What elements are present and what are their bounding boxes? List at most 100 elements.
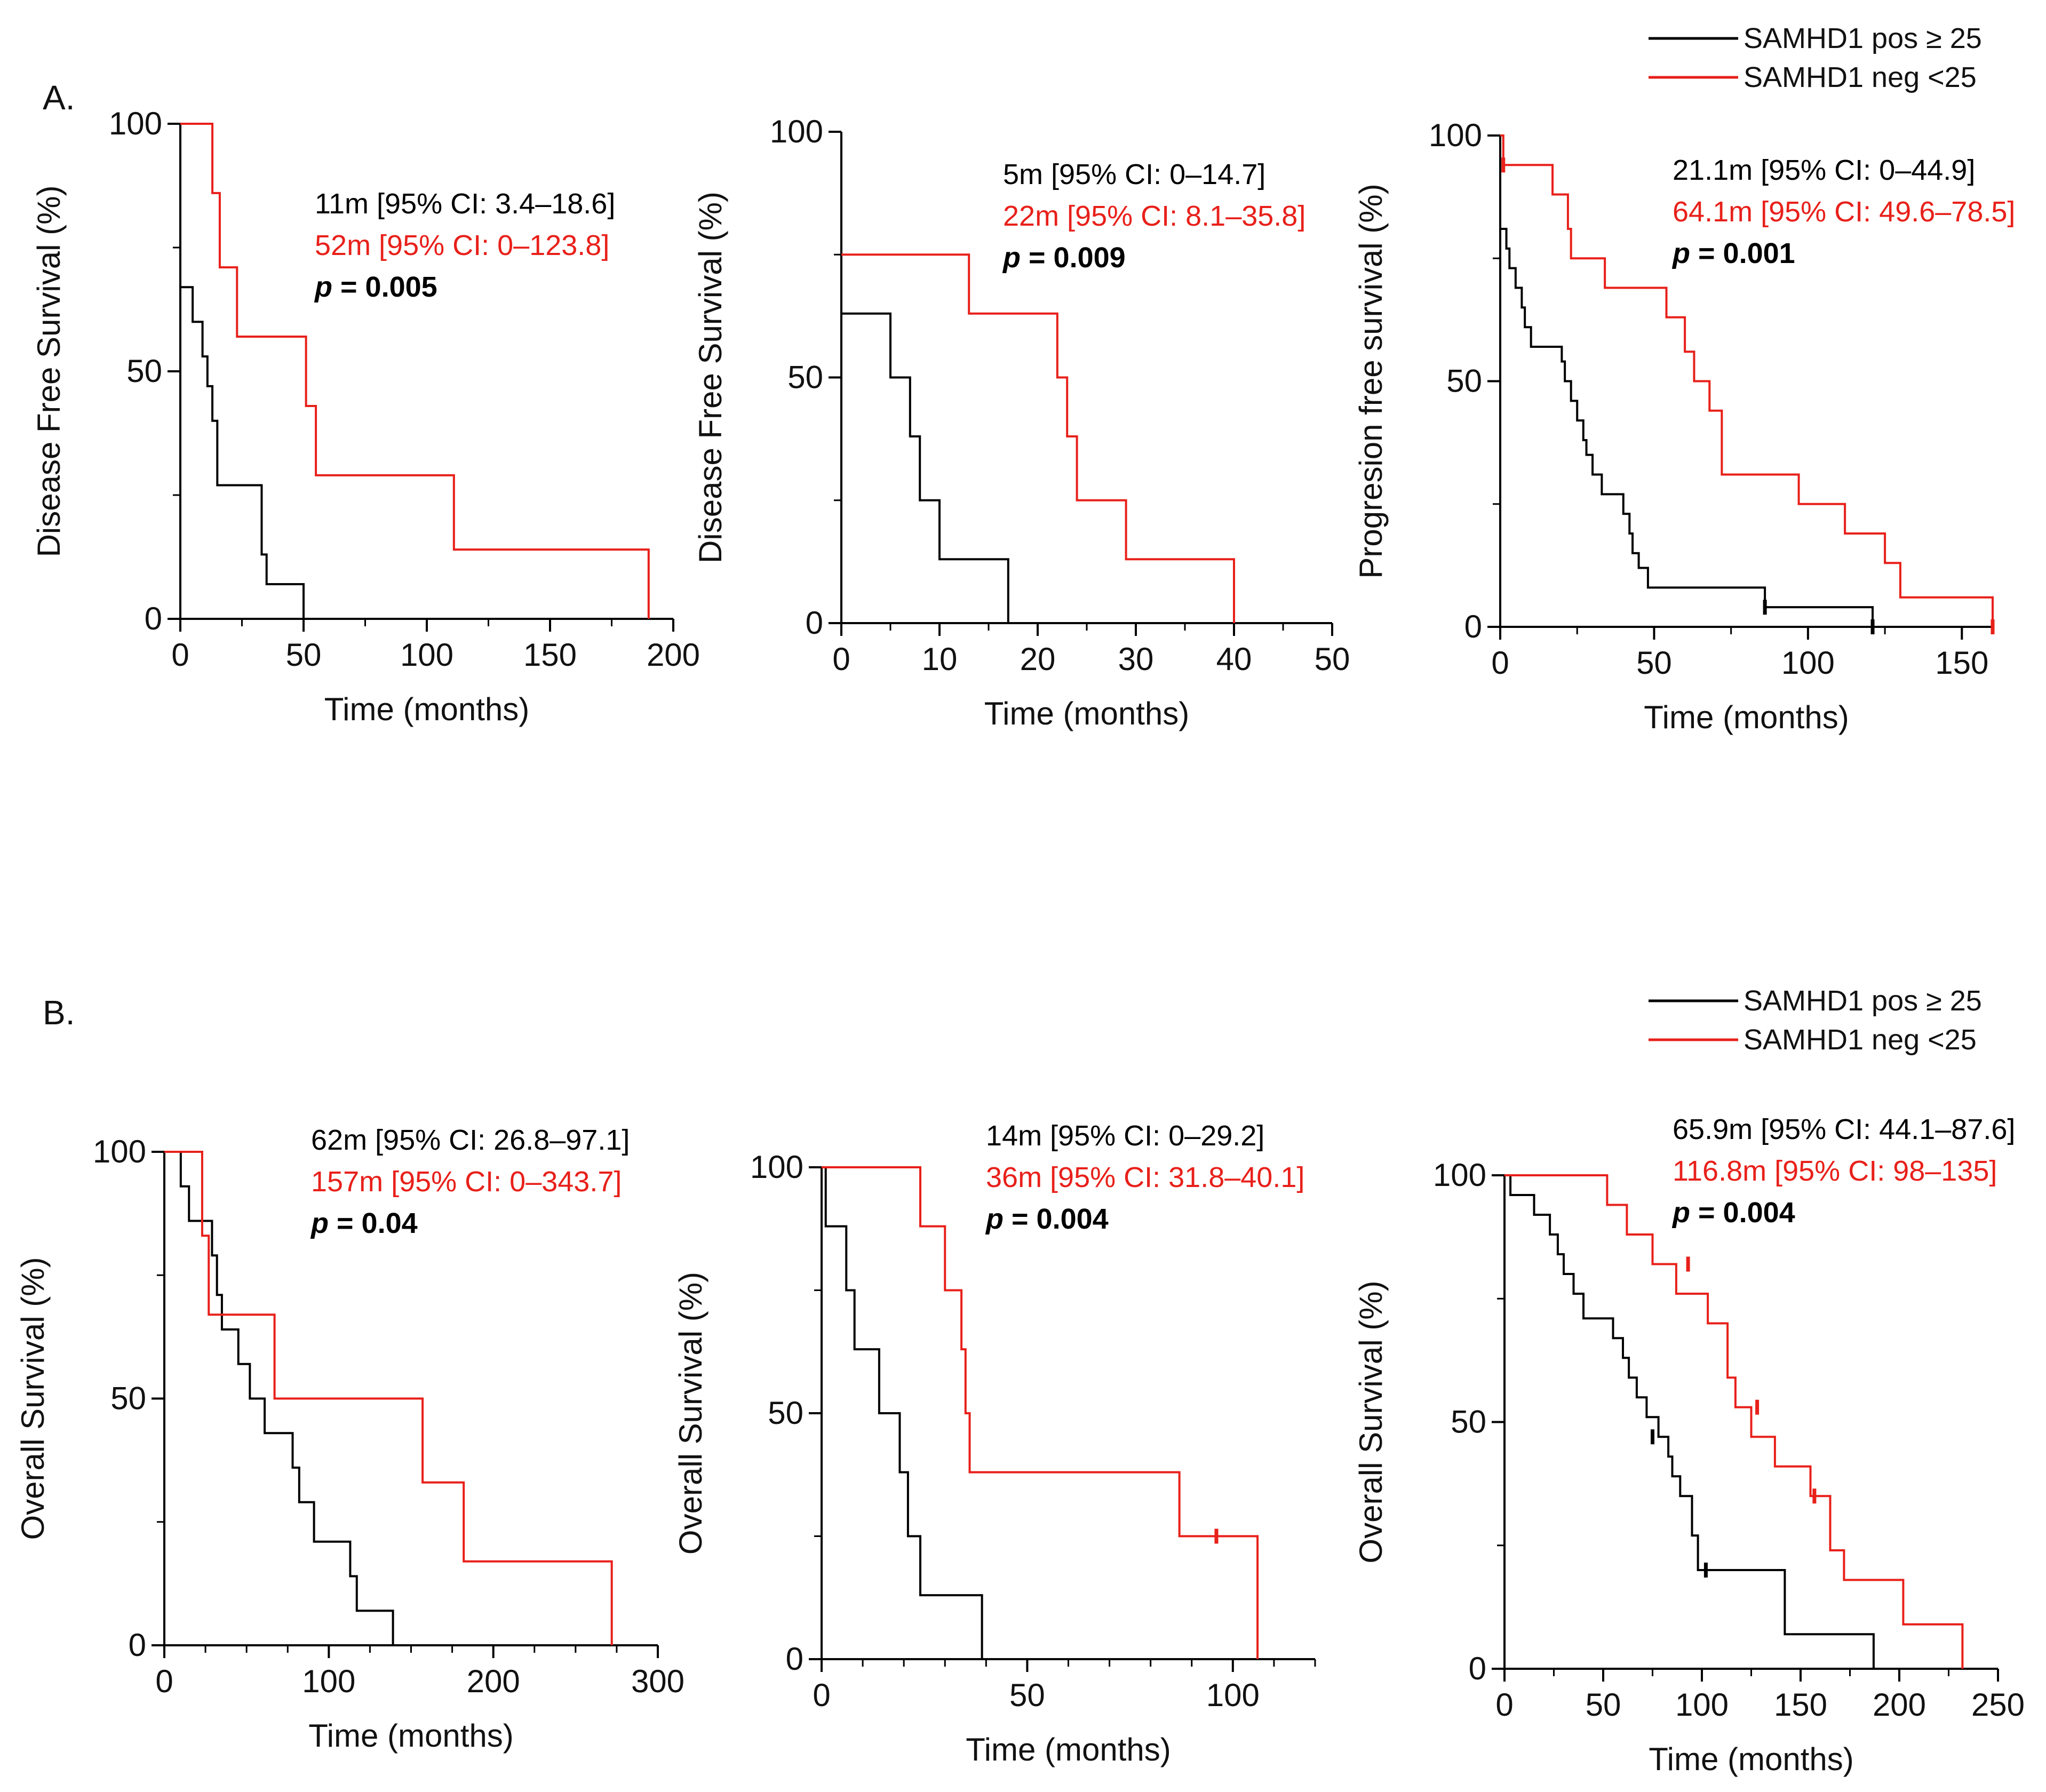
y-tick-label: 0 (806, 605, 823, 641)
median-annotation-neg: 22m [95% CI: 8.1–35.8] (1003, 200, 1305, 232)
x-tick-label: 200 (467, 1663, 520, 1699)
y-tick-label: 100 (109, 106, 162, 141)
legend-bottom: SAMHD1 pos ≥ 25 SAMHD1 neg <25 (1649, 985, 1982, 1056)
panel-label-b: B. (43, 993, 75, 1032)
y-tick-label: 0 (1469, 1651, 1486, 1686)
y-tick-label: 50 (768, 1395, 803, 1431)
y-axis-title: Progresion free survival (%) (1353, 184, 1389, 578)
x-tick-label: 100 (1206, 1677, 1260, 1713)
x-tick-label: 20 (1020, 641, 1056, 677)
km-curve-neg (1504, 1174, 1964, 1669)
x-axis-title: Time (months) (324, 691, 530, 727)
p-number: = 0.009 (1021, 242, 1126, 274)
p-value: p = 0.001 (1671, 237, 1795, 269)
legend-label-neg: SAMHD1 neg <25 (1744, 61, 1977, 93)
x-tick-label: 300 (631, 1663, 684, 1699)
p-value: p = 0.005 (314, 271, 437, 303)
chart-os-b2: 0 50 100 0 50 100 Time (months) Overall Surviva… (673, 1120, 1316, 1767)
x-tick-label: 40 (1216, 641, 1252, 677)
y-tick-label: 50 (1451, 1404, 1486, 1440)
median-annotation-neg: 52m [95% CI: 0–123.8] (315, 229, 609, 261)
panel-label-a: A. (43, 78, 75, 117)
km-curve-neg (180, 123, 650, 619)
chart-dfs-a2: 0 10 20 30 40 50 0 50 100 Time (months) Disease Fr… (692, 114, 1350, 731)
x-tick-label: 0 (832, 641, 850, 677)
chart-os-b1: 0 100 200 300 0 50 100 Time (months) Overall Sur… (15, 1124, 684, 1754)
y-tick-label: 0 (786, 1641, 803, 1677)
p-symbol: p (1671, 237, 1690, 269)
p-symbol: p (314, 271, 332, 303)
y-axis-title: Disease Free Survival (%) (692, 192, 728, 563)
median-annotation-pos: 21.1m [95% CI: 0–44.9] (1673, 154, 1975, 186)
km-curve-neg (1500, 134, 1994, 627)
p-value: p = 0.04 (310, 1207, 418, 1239)
x-tick-label: 250 (1971, 1687, 2025, 1723)
x-tick-label: 0 (155, 1663, 173, 1699)
p-symbol: p (985, 1203, 1004, 1235)
legend-label-pos: SAMHD1 pos ≥ 25 (1744, 985, 1982, 1017)
y-tick-label: 100 (93, 1134, 146, 1169)
y-axis-title: Overall Survival (%) (15, 1257, 51, 1540)
y-tick-label: 50 (1446, 363, 1482, 399)
y-tick-label: 50 (126, 353, 162, 389)
km-curve-pos (1500, 227, 1874, 627)
median-annotation-pos: 62m [95% CI: 26.8–97.1] (311, 1124, 630, 1156)
x-tick-label: 50 (1636, 645, 1672, 681)
p-number: = 0.04 (329, 1207, 418, 1239)
x-tick-label: 0 (171, 637, 189, 673)
y-tick-label: 100 (770, 114, 823, 149)
median-annotation-pos: 14m [95% CI: 0–29.2] (986, 1120, 1264, 1152)
median-annotation-neg: 116.8m [95% CI: 98–135] (1673, 1155, 1997, 1187)
median-annotation-neg: 36m [95% CI: 31.8–40.1] (986, 1161, 1304, 1193)
y-tick-label: 50 (110, 1381, 146, 1416)
p-value: p = 0.004 (985, 1203, 1109, 1235)
x-tick-label: 150 (523, 637, 577, 673)
x-tick-label: 0 (813, 1677, 830, 1713)
chart-pfs-a3: 0 50 100 150 0 50 100 Time (months) Progresion f… (1353, 117, 2015, 735)
legend-label-pos: SAMHD1 pos ≥ 25 (1744, 22, 1982, 54)
x-tick-label: 0 (1495, 1687, 1513, 1723)
median-annotation-pos: 5m [95% CI: 0–14.7] (1003, 158, 1265, 190)
p-value: p = 0.009 (1002, 242, 1126, 274)
y-tick-label: 100 (750, 1149, 803, 1185)
x-tick-label: 30 (1118, 641, 1154, 677)
y-tick-label: 100 (1429, 117, 1482, 153)
p-number: = 0.001 (1690, 237, 1795, 269)
median-annotation-neg: 64.1m [95% CI: 49.6–78.5] (1673, 196, 2015, 228)
x-axis-title: Time (months) (308, 1718, 514, 1754)
y-tick-label: 100 (1433, 1157, 1486, 1193)
p-number: = 0.005 (332, 271, 437, 303)
legend-top: SAMHD1 pos ≥ 25 SAMHD1 neg <25 (1649, 22, 1982, 93)
x-tick-label: 100 (1675, 1687, 1729, 1723)
x-tick-label: 150 (1935, 645, 1988, 681)
x-tick-label: 10 (922, 641, 958, 677)
km-curve-neg (822, 1166, 1259, 1659)
y-tick-label: 50 (787, 360, 823, 395)
x-tick-label: 100 (302, 1663, 355, 1699)
x-tick-label: 50 (1586, 1687, 1621, 1723)
x-axis-title: Time (months) (1644, 699, 1849, 735)
y-axis-title: Overall Survival (%) (673, 1272, 708, 1555)
x-tick-label: 0 (1491, 645, 1509, 681)
x-tick-label: 50 (286, 637, 322, 673)
median-annotation-pos: 11m [95% CI: 3.4–18.6] (315, 188, 615, 220)
x-axis-title: Time (months) (984, 696, 1190, 731)
x-tick-label: 200 (647, 637, 700, 673)
y-axis-title: Overall Survival (%) (1353, 1280, 1389, 1563)
x-tick-label: 50 (1009, 1677, 1045, 1713)
x-tick-label: 100 (1781, 645, 1835, 681)
p-symbol: p (1002, 242, 1021, 274)
p-symbol: p (310, 1207, 329, 1239)
chart-dfs-a1: 0 50 100 150 200 0 50 100 Time (months) Disease F… (31, 106, 700, 727)
y-tick-label: 0 (145, 601, 162, 636)
p-symbol: p (1671, 1197, 1690, 1229)
legend-label-neg: SAMHD1 neg <25 (1744, 1024, 1977, 1056)
km-curve-neg (841, 253, 1235, 623)
x-tick-label: 200 (1873, 1687, 1926, 1723)
km-curve-pos (1504, 1174, 1875, 1669)
p-number: = 0.004 (1004, 1203, 1109, 1235)
x-tick-label: 50 (1315, 641, 1350, 677)
y-tick-label: 0 (129, 1627, 146, 1663)
km-curve-pos (180, 286, 305, 619)
